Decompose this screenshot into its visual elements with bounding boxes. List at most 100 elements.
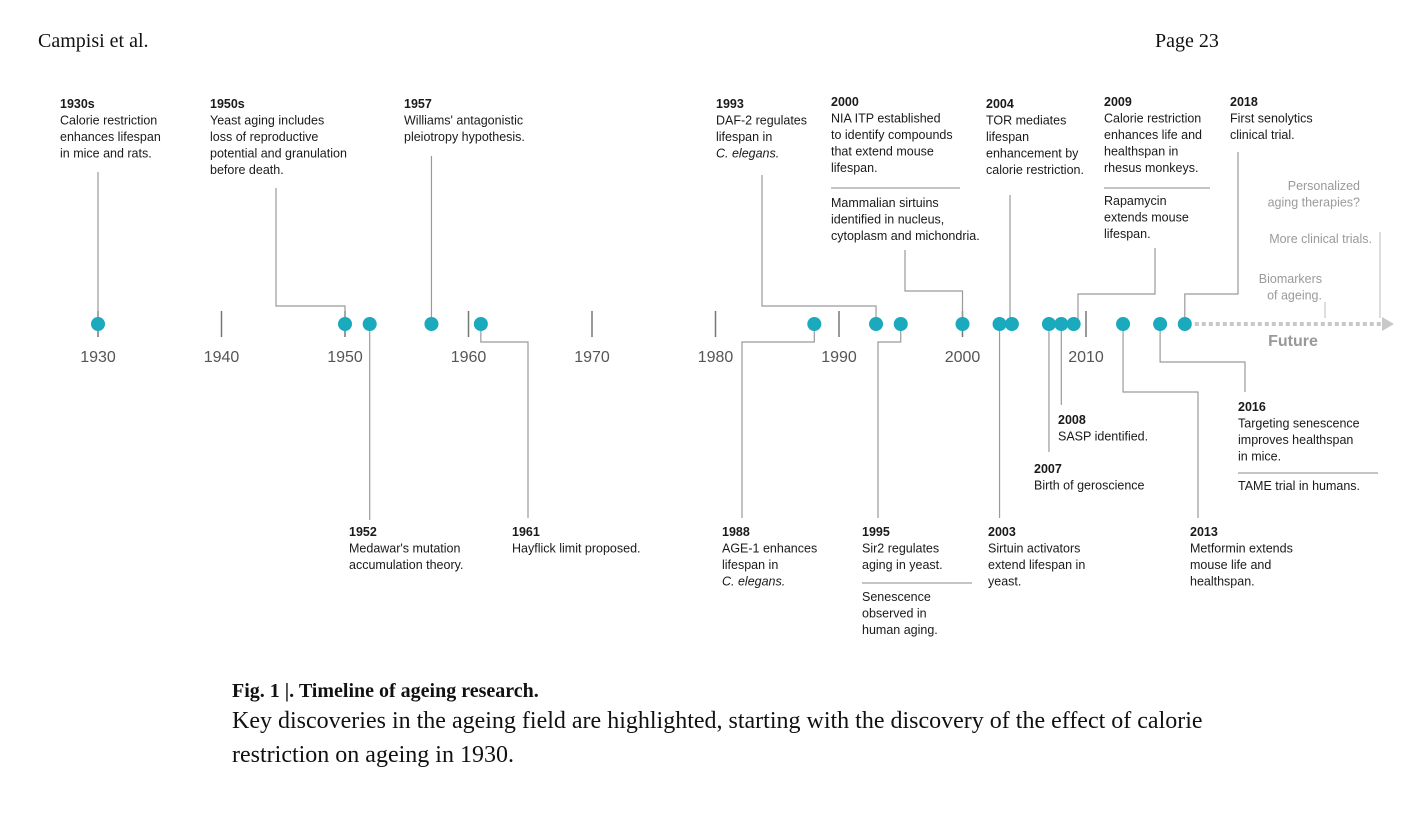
caption-body: Key discoveries in the ageing field are …	[232, 708, 1203, 768]
future-biomarkers-line: of ageing.	[1267, 289, 1322, 303]
event-2003-year: 2003	[988, 525, 1016, 539]
axis-tick-label: 2000	[945, 349, 981, 366]
event-1952-year: 1952	[349, 525, 377, 539]
event-2016-line: in mice.	[1238, 450, 1281, 464]
connector-2018	[1184, 152, 1239, 324]
event-2013-year: 2013	[1190, 525, 1218, 539]
future-personalized-line: aging therapies?	[1268, 196, 1360, 210]
timeline-dot-1993	[869, 317, 884, 331]
event-2000-line: NIA ITP established	[831, 112, 941, 126]
event-1950-line: potential and granulation	[210, 147, 347, 161]
figure-caption: Fig. 1 |. Timeline of ageing research. K…	[232, 678, 1232, 772]
event-1995-extra-line: human aging.	[862, 623, 938, 637]
event-1957-year: 1957	[404, 97, 432, 111]
event-2007-line: Birth of geroscience	[1034, 479, 1145, 493]
event-2000-extra-line: cytoplasm and michondria.	[831, 229, 980, 243]
event-2009-line: healthspan in	[1104, 145, 1178, 159]
event-2016-extra-line: TAME trial in humans.	[1238, 479, 1360, 493]
timeline-dot-1961	[473, 317, 488, 331]
event-2003-line: extend lifespan in	[988, 558, 1085, 572]
event-2003-line: yeast.	[988, 575, 1021, 589]
event-1993-year: 1993	[716, 97, 744, 111]
event-1950-line: Yeast aging includes	[210, 114, 324, 128]
axis-tick-label: 1930	[80, 349, 116, 366]
event-1995-line: Sir2 regulates	[862, 542, 939, 556]
connector-1950	[275, 188, 346, 324]
event-2009-line: rhesus monkeys.	[1104, 161, 1198, 175]
running-header-author: Campisi et al.	[38, 30, 149, 52]
event-2008-line: SASP identified.	[1058, 430, 1148, 444]
axis-tick-label: 1940	[204, 349, 240, 366]
event-2004-line: enhancement by	[986, 147, 1079, 161]
connector-2000	[904, 250, 964, 324]
event-2004-line: lifespan	[986, 130, 1029, 144]
event-2018-line: clinical trial.	[1230, 128, 1295, 142]
event-1995-year: 1995	[862, 525, 890, 539]
event-1988-line: lifespan in	[722, 558, 778, 572]
caption-title: Fig. 1 |. Timeline of ageing research.	[232, 680, 539, 702]
event-2018-year: 2018	[1230, 95, 1258, 109]
event-2004-year: 2004	[986, 97, 1014, 111]
timeline-dot-1957	[424, 317, 439, 331]
axis-tick-label: 1950	[327, 349, 363, 366]
page-number: Page 23	[1155, 30, 1219, 52]
event-1950-line: loss of reproductive	[210, 130, 318, 144]
timeline-dot-2000	[955, 317, 970, 331]
event-1995-extra-line: observed in	[862, 607, 927, 621]
event-2013-line: mouse life and	[1190, 558, 1271, 572]
future-personalized-line: Personalized	[1288, 179, 1360, 193]
event-1961-line: Hayflick limit proposed.	[512, 542, 641, 556]
future-label: Future	[1268, 333, 1318, 350]
event-2000-line: to identify compounds	[831, 128, 953, 142]
event-2000-line: that extend mouse	[831, 145, 934, 159]
event-2003-line: Sirtuin activators	[988, 542, 1080, 556]
axis-tick-label: 2010	[1068, 349, 1104, 366]
event-2013-line: Metformin extends	[1190, 542, 1293, 556]
connector-1995	[877, 324, 902, 518]
event-2000-line: lifespan.	[831, 161, 878, 175]
event-1952-line: accumulation theory.	[349, 558, 463, 572]
event-1930-line: enhances lifespan	[60, 130, 161, 144]
timeline-dot-1952	[362, 317, 377, 331]
timeline-dot-2004	[1004, 317, 1019, 331]
event-2009-extra-line: extends mouse	[1104, 211, 1189, 225]
axis-tick-label: 1960	[451, 349, 487, 366]
event-2016-line: Targeting senescence	[1238, 417, 1360, 431]
event-1993-line: DAF-2 regulates	[716, 114, 807, 128]
event-1988-line: AGE-1 enhances	[722, 542, 817, 556]
event-2016-line: improves healthspan	[1238, 433, 1353, 447]
event-2009-extra-line: lifespan.	[1104, 227, 1151, 241]
event-1988-year: 1988	[722, 525, 750, 539]
axis-tick-label: 1990	[821, 349, 857, 366]
event-2013-line: healthspan.	[1190, 575, 1255, 589]
future-biomarkers-line: Biomarkers	[1259, 272, 1322, 286]
event-1930-line: Calorie restriction	[60, 114, 157, 128]
event-1950-line: before death.	[210, 163, 284, 177]
event-1952-line: Medawar's mutation	[349, 542, 461, 556]
event-2000-extra-line: Mammalian sirtuins	[831, 196, 939, 210]
connector-2013	[1122, 324, 1199, 518]
event-2009-line: Calorie restriction	[1104, 112, 1201, 126]
timeline-dot-2003	[992, 317, 1007, 331]
axis-tick-label: 1980	[698, 349, 734, 366]
timeline-dot-2007	[1041, 317, 1056, 331]
connector-1988	[741, 324, 815, 518]
future-clinical-trials-line: More clinical trials.	[1269, 232, 1372, 246]
connector-2016	[1159, 324, 1246, 392]
event-2000-extra-line: identified in nucleus,	[831, 213, 944, 227]
event-2007-year: 2007	[1034, 462, 1062, 476]
timeline-dot-1950	[338, 317, 352, 331]
event-2008-year: 2008	[1058, 413, 1086, 427]
event-1961-year: 1961	[512, 525, 540, 539]
event-1995-line: aging in yeast.	[862, 558, 943, 572]
timeline-dot-1988	[807, 317, 822, 331]
timeline-dot-1995	[893, 317, 908, 331]
timeline-dot-1930	[91, 317, 105, 331]
event-1950-year: 1950s	[210, 97, 245, 111]
event-1988-line: C. elegans.	[722, 575, 785, 589]
timeline-dot-2016	[1153, 317, 1168, 331]
timeline-dot-2008	[1054, 317, 1069, 331]
axis-tick-label: 1970	[574, 349, 610, 366]
event-1930-year: 1930s	[60, 97, 95, 111]
event-2009-year: 2009	[1104, 95, 1132, 109]
